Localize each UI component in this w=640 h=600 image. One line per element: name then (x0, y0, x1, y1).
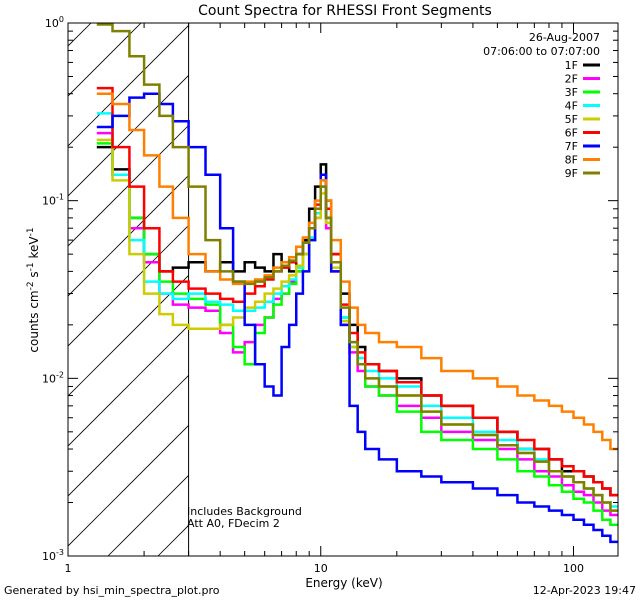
hatch-line (68, 174, 189, 297)
series-group (96, 23, 618, 544)
time-range-label: 07:06:00 to 07:07:00 (483, 45, 600, 58)
hatch-line (68, 224, 189, 347)
legend-label-6F: 6F (565, 127, 578, 140)
y-tick-label: 10-3 (42, 548, 64, 563)
hatch-line (68, 374, 189, 497)
legend-label-9F: 9F (565, 167, 578, 180)
y-tick-base: 10 (42, 372, 56, 385)
legend-label-7F: 7F (565, 140, 578, 153)
legend-label-5F: 5F (565, 113, 578, 126)
y-label-main: counts cm (27, 290, 41, 352)
y-tick-label: 100 (45, 15, 64, 30)
y-tick-exponent: -1 (56, 193, 64, 202)
hatch-line (68, 23, 92, 47)
x-axis-label: Energy (keV) (305, 576, 382, 590)
chart-title: Count Spectra for RHESSI Front Segments (198, 3, 492, 19)
legend-label-8F: 8F (565, 154, 578, 167)
hatch-line (68, 23, 142, 97)
date-label: 26-Aug-2007 (529, 31, 600, 44)
legend-label-4F: 4F (565, 100, 578, 113)
y-axis-label: counts cm-2 s-1 keV-1 (26, 227, 41, 352)
hatch-line (68, 424, 189, 547)
annotation-background: Includes Background (187, 505, 302, 518)
y-label-mid: s (27, 271, 41, 281)
y-tick-base: 10 (45, 17, 59, 30)
plot-frame (67, 22, 619, 557)
y-label-sup3: -1 (26, 227, 36, 236)
legend-label-2F: 2F (565, 73, 578, 86)
y-tick-label: 10-2 (42, 370, 64, 385)
axis-ticks (67, 22, 618, 557)
hatch-line (68, 24, 189, 147)
footer-generated-by: Generated by hsi_min_spectra_plot.pro (4, 584, 220, 597)
y-tick-base: 10 (42, 195, 56, 208)
y-tick-exponent: 0 (59, 15, 64, 24)
y-label-end: keV (27, 236, 41, 263)
x-tick-label: 10 (314, 562, 328, 575)
legend-label-3F: 3F (565, 86, 578, 99)
y-tick-label: 10-1 (42, 193, 64, 208)
y-label-sup2: -1 (26, 262, 36, 271)
y-tick-base: 10 (42, 550, 56, 563)
y-label-sup1: -2 (26, 281, 36, 290)
legend-label-1F: 1F (565, 59, 578, 72)
x-tick-label: 100 (563, 562, 584, 575)
hatched-region (68, 23, 189, 556)
footer-timestamp: 12-Apr-2023 19:47 (533, 584, 636, 597)
y-tick-exponent: -3 (56, 548, 64, 557)
annotation-attenuator: Att A0, FDecim 2 (187, 517, 280, 530)
x-tick-label: 1 (65, 562, 72, 575)
y-tick-exponent: -2 (56, 370, 64, 379)
series-9F (96, 23, 618, 512)
